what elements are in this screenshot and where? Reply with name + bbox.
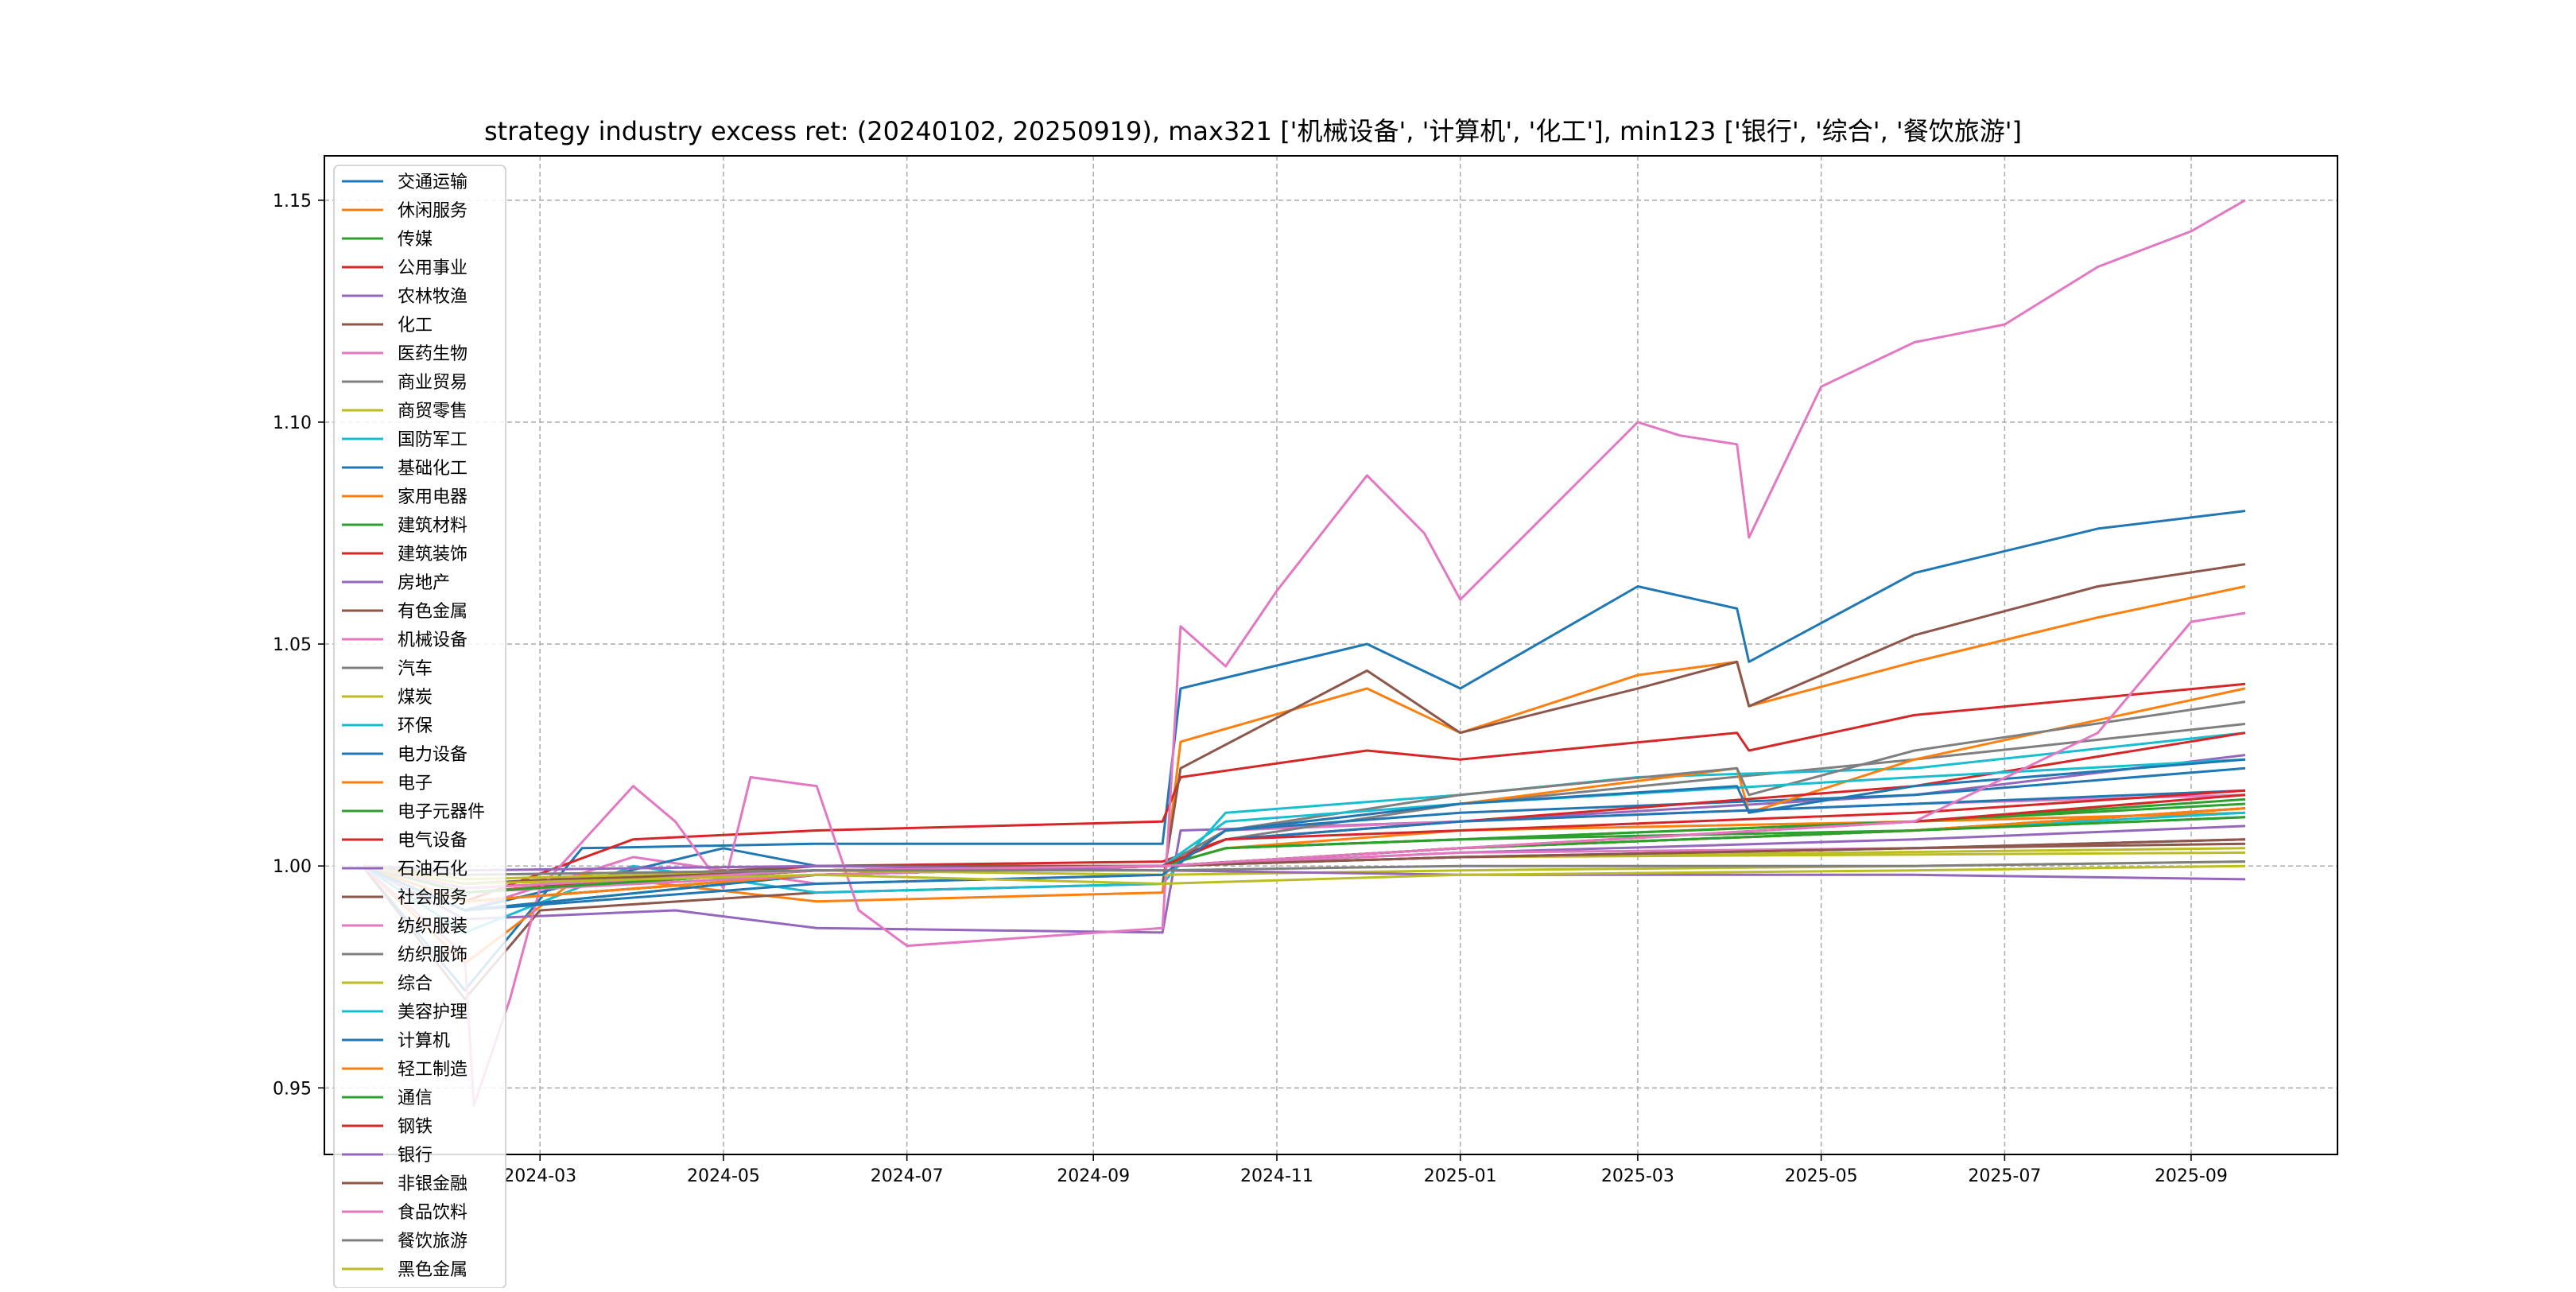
series-line [362, 682, 2246, 903]
x-tick-label: 2024-05 [687, 1166, 760, 1186]
y-tick-label: 1.15 [273, 192, 312, 211]
grid-layer [324, 156, 2337, 1154]
legend-label: 休闲服务 [398, 201, 467, 221]
legend-label: 餐饮旅游 [398, 1232, 467, 1251]
legend-label: 化工 [398, 316, 433, 336]
legend-label: 房地产 [398, 573, 450, 593]
legend-label: 黑色金属 [398, 1260, 467, 1280]
x-tick-label: 2025-09 [2155, 1166, 2228, 1186]
legend-label: 家用电器 [398, 487, 467, 507]
y-tick-label: 0.95 [273, 1079, 312, 1099]
x-tick-label: 2024-07 [871, 1166, 944, 1186]
legend-label: 环保 [398, 716, 433, 736]
series-line [361, 510, 2246, 991]
legend-label: 轻工制造 [398, 1060, 467, 1080]
legend-label: 汽车 [398, 659, 433, 679]
y-tick-label: 1.10 [273, 413, 312, 433]
legend-label: 国防军工 [398, 430, 467, 450]
legend-label: 综合 [398, 974, 433, 994]
legend-label: 石油石化 [398, 859, 467, 879]
legend-label: 电子 [398, 774, 433, 793]
legend-label: 纺织服装 [398, 917, 467, 937]
legend-label: 公用事业 [398, 258, 467, 278]
series-line [362, 199, 2246, 1108]
legend-label: 通信 [398, 1088, 433, 1108]
legend-label: 商业贸易 [398, 373, 467, 393]
legend-label: 社会服务 [398, 888, 467, 908]
legend-label: 纺织服饰 [398, 945, 467, 965]
series-line [361, 563, 2246, 1001]
legend-label: 美容护理 [398, 1003, 467, 1022]
x-tick-label: 2025-05 [1785, 1166, 1858, 1186]
axis-layer: 0.95 1.00 1.05 1.10 1.15 2024-03 2024-05 2024-0… [273, 192, 2228, 1186]
chart-title: strategy industry excess ret: (20240102,… [484, 116, 2022, 146]
legend-label: 建筑材料 [398, 516, 467, 536]
legend-label: 非银金融 [398, 1174, 467, 1194]
legend-label: 计算机 [398, 1031, 450, 1051]
legend-label: 建筑装饰 [398, 545, 467, 565]
legend-label: 商贸零售 [398, 402, 467, 421]
legend-label: 电气设备 [398, 831, 467, 851]
legend-label: 电子元器件 [398, 802, 485, 822]
legend-label: 机械设备 [398, 630, 467, 650]
x-tick-label: 2024-11 [1240, 1166, 1313, 1186]
legend-label: 基础化工 [398, 459, 467, 479]
legend-label: 钢铁 [398, 1117, 433, 1137]
series-line [362, 611, 2246, 890]
legend-label: 传媒 [398, 230, 433, 250]
legend-label: 食品饮料 [398, 1203, 467, 1223]
legend-label: 交通运输 [398, 173, 467, 192]
legend-label: 电力设备 [398, 745, 467, 765]
legend-label: 农林牧渔 [398, 287, 467, 307]
legend-label: 有色金属 [398, 602, 467, 622]
x-tick-label: 2025-01 [1424, 1166, 1497, 1186]
legend: 交通运输休闲服务传媒公用事业农林牧渔化工医药生物商业贸易商贸零售国防军工基础化工… [333, 165, 506, 1289]
x-tick-label: 2024-09 [1057, 1166, 1130, 1186]
series-layer [361, 199, 2246, 1108]
legend-label: 银行 [398, 1146, 433, 1166]
plot-frame [324, 155, 2338, 1155]
x-tick-label: 2025-03 [1601, 1166, 1674, 1186]
x-tick-label: 2025-07 [1968, 1166, 2041, 1186]
y-tick-label: 1.05 [273, 635, 312, 655]
y-tick-label: 1.00 [273, 857, 312, 877]
series-line [362, 758, 2246, 912]
x-tick-label: 2024-03 [503, 1166, 576, 1186]
legend-label: 医药生物 [398, 344, 467, 364]
legend-label: 煤炭 [398, 688, 433, 708]
